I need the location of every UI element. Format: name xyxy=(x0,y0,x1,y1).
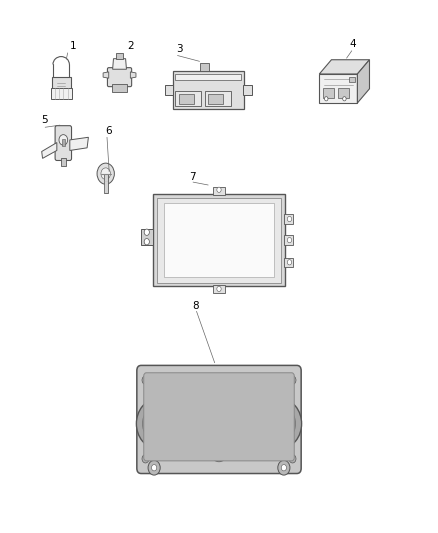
Text: 2: 2 xyxy=(127,41,134,51)
Circle shape xyxy=(59,135,67,145)
Circle shape xyxy=(101,168,110,180)
FancyBboxPatch shape xyxy=(201,63,209,71)
FancyBboxPatch shape xyxy=(174,443,189,456)
Circle shape xyxy=(214,443,224,456)
FancyBboxPatch shape xyxy=(137,366,301,473)
Text: 7: 7 xyxy=(189,172,195,182)
Circle shape xyxy=(217,286,221,292)
FancyBboxPatch shape xyxy=(213,285,225,293)
Circle shape xyxy=(149,415,163,432)
Circle shape xyxy=(142,376,149,384)
FancyBboxPatch shape xyxy=(284,236,293,245)
FancyBboxPatch shape xyxy=(179,94,194,103)
Circle shape xyxy=(281,465,286,471)
Polygon shape xyxy=(103,72,109,78)
FancyBboxPatch shape xyxy=(144,373,294,461)
Circle shape xyxy=(278,461,290,475)
FancyBboxPatch shape xyxy=(184,400,202,414)
Polygon shape xyxy=(141,229,153,245)
Polygon shape xyxy=(319,74,357,103)
Polygon shape xyxy=(319,60,370,74)
FancyBboxPatch shape xyxy=(153,194,285,286)
FancyBboxPatch shape xyxy=(164,203,274,277)
Polygon shape xyxy=(113,59,127,69)
Circle shape xyxy=(287,238,292,243)
FancyBboxPatch shape xyxy=(52,77,71,89)
Text: 8: 8 xyxy=(192,301,199,311)
Circle shape xyxy=(268,407,296,441)
FancyBboxPatch shape xyxy=(338,88,349,98)
FancyBboxPatch shape xyxy=(205,91,231,106)
Text: 5: 5 xyxy=(41,115,47,125)
Circle shape xyxy=(343,96,346,101)
FancyBboxPatch shape xyxy=(206,399,232,415)
Circle shape xyxy=(136,399,176,448)
FancyBboxPatch shape xyxy=(175,91,201,106)
FancyBboxPatch shape xyxy=(213,187,225,195)
Text: 1: 1 xyxy=(70,41,77,51)
FancyBboxPatch shape xyxy=(103,174,108,192)
FancyBboxPatch shape xyxy=(175,74,241,80)
Circle shape xyxy=(209,439,229,462)
FancyBboxPatch shape xyxy=(62,139,65,146)
Text: 6: 6 xyxy=(106,126,112,136)
Circle shape xyxy=(289,455,296,463)
FancyBboxPatch shape xyxy=(51,88,71,99)
Circle shape xyxy=(217,187,221,192)
Polygon shape xyxy=(214,386,224,397)
Circle shape xyxy=(287,260,292,265)
Polygon shape xyxy=(357,60,370,103)
Polygon shape xyxy=(131,72,136,78)
FancyBboxPatch shape xyxy=(235,386,254,399)
FancyBboxPatch shape xyxy=(349,77,355,82)
FancyBboxPatch shape xyxy=(157,198,281,282)
Circle shape xyxy=(275,415,289,432)
FancyBboxPatch shape xyxy=(248,428,263,442)
Circle shape xyxy=(142,407,170,441)
FancyBboxPatch shape xyxy=(284,214,293,224)
Circle shape xyxy=(152,465,157,471)
FancyBboxPatch shape xyxy=(174,428,189,442)
FancyBboxPatch shape xyxy=(183,386,202,399)
Circle shape xyxy=(144,239,149,245)
Polygon shape xyxy=(70,138,88,150)
FancyBboxPatch shape xyxy=(236,400,254,414)
Text: 3: 3 xyxy=(176,44,182,54)
Circle shape xyxy=(144,229,149,236)
FancyBboxPatch shape xyxy=(107,68,132,87)
FancyBboxPatch shape xyxy=(208,94,223,103)
Circle shape xyxy=(325,96,328,101)
Circle shape xyxy=(142,455,149,463)
FancyBboxPatch shape xyxy=(55,126,71,160)
FancyBboxPatch shape xyxy=(61,158,66,166)
FancyBboxPatch shape xyxy=(190,443,204,456)
FancyBboxPatch shape xyxy=(208,386,229,399)
FancyBboxPatch shape xyxy=(166,378,272,419)
FancyBboxPatch shape xyxy=(173,71,244,109)
Circle shape xyxy=(148,461,160,475)
FancyBboxPatch shape xyxy=(112,84,127,92)
FancyBboxPatch shape xyxy=(116,53,123,59)
Circle shape xyxy=(262,399,302,448)
Polygon shape xyxy=(42,142,57,158)
Circle shape xyxy=(289,376,296,384)
FancyBboxPatch shape xyxy=(323,88,334,98)
FancyBboxPatch shape xyxy=(243,85,252,95)
Circle shape xyxy=(287,216,292,222)
Circle shape xyxy=(97,163,114,184)
FancyBboxPatch shape xyxy=(284,257,293,267)
FancyBboxPatch shape xyxy=(165,85,173,95)
FancyBboxPatch shape xyxy=(248,443,263,456)
Text: 4: 4 xyxy=(350,39,356,49)
FancyBboxPatch shape xyxy=(233,443,247,456)
